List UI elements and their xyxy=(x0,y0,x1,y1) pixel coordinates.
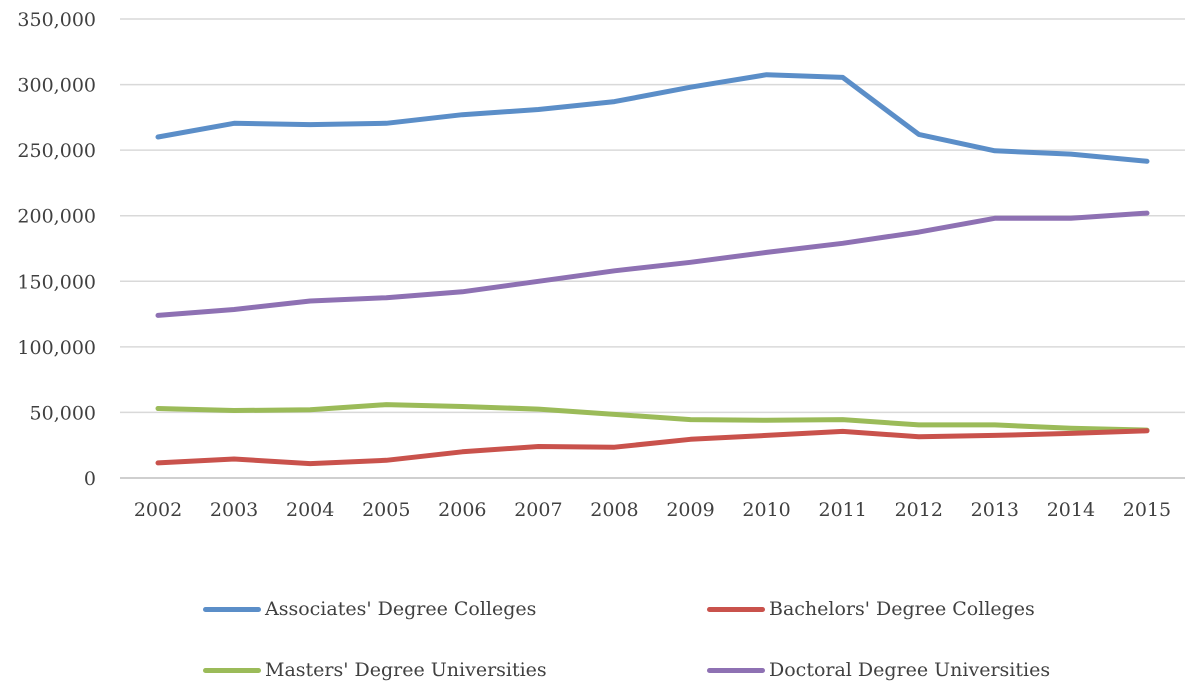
x-tick-label: 2013 xyxy=(971,499,1019,521)
x-tick-label: 2014 xyxy=(1047,499,1095,521)
x-tick-label: 2011 xyxy=(818,499,866,521)
y-tick-label: 300,000 xyxy=(17,75,96,97)
x-tick-label: 2006 xyxy=(438,499,486,521)
x-tick-label: 2008 xyxy=(590,499,638,521)
y-tick-label: 150,000 xyxy=(17,271,96,293)
y-tick-label: 250,000 xyxy=(17,140,96,162)
x-tick-label: 2004 xyxy=(286,499,334,521)
y-tick-label: 0 xyxy=(84,468,96,490)
x-tick-label: 2015 xyxy=(1123,499,1171,521)
series-line-0 xyxy=(155,72,1150,164)
x-tick-label: 2003 xyxy=(210,499,258,521)
x-tick-label: 2005 xyxy=(362,499,410,521)
x-tick-label: 2012 xyxy=(895,499,943,521)
y-tick-label: 100,000 xyxy=(17,337,96,359)
series-line-3 xyxy=(155,210,1150,318)
x-tick-label: 2007 xyxy=(514,499,562,521)
y-tick-label: 50,000 xyxy=(30,402,96,424)
x-tick-label: 2002 xyxy=(134,499,182,521)
series-line-2 xyxy=(155,402,1150,433)
y-tick-label: 200,000 xyxy=(17,206,96,228)
x-tick-label: 2010 xyxy=(742,499,790,521)
series-line-1 xyxy=(155,428,1150,467)
y-tick-label: 350,000 xyxy=(17,9,96,31)
x-tick-label: 2009 xyxy=(666,499,714,521)
